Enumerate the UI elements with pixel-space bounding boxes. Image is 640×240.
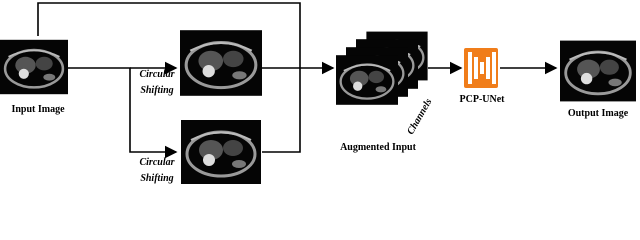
diagram: Input Image Circular Shifting Circular S… xyxy=(0,2,636,184)
shifted-image xyxy=(180,120,262,184)
augmented-stack xyxy=(336,29,428,107)
label: Output Image xyxy=(568,108,629,119)
label: Input Image xyxy=(11,104,65,115)
input-image xyxy=(0,38,68,96)
label: Circular xyxy=(139,69,174,80)
label: PCP-UNet xyxy=(460,94,506,105)
label: Circular xyxy=(139,157,174,168)
network-icon xyxy=(464,48,498,88)
bypass-line xyxy=(37,2,301,68)
branch-line xyxy=(68,67,178,159)
axis-label: Channels xyxy=(405,97,434,137)
label: Augmented Input xyxy=(340,142,417,153)
merge-line xyxy=(262,68,301,153)
shifted-image xyxy=(180,30,262,96)
label: Shifting xyxy=(140,85,173,96)
label: Shifting xyxy=(140,173,173,184)
output-image xyxy=(560,40,636,102)
